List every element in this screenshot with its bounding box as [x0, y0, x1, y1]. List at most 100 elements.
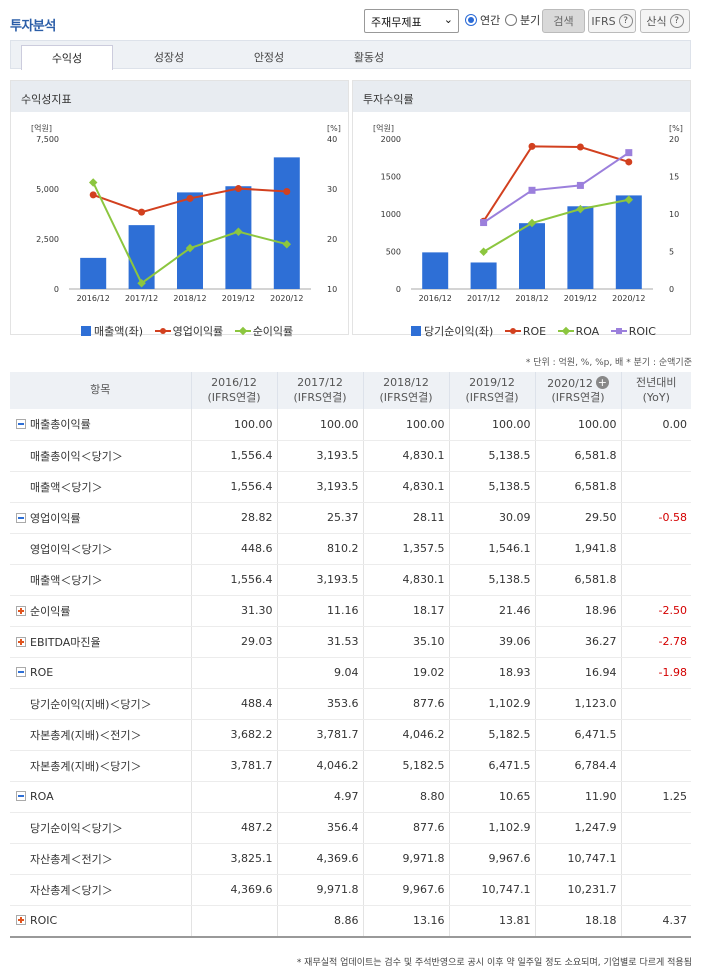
table-cell: 4.37	[620, 905, 691, 937]
question-icon: ?	[618, 14, 633, 28]
column-header: 2017/12 (IFRS연결)	[276, 372, 363, 409]
table-cell	[620, 471, 691, 503]
table-cell: 3,781.7	[276, 719, 363, 751]
table-cell: 1,102.9	[448, 688, 535, 720]
table-cell: 8.86	[276, 905, 363, 937]
search-button[interactable]: 검색	[542, 9, 585, 33]
expand-icon[interactable]	[16, 605, 26, 616]
table-cell: 16.94	[534, 657, 621, 689]
tab-growth[interactable]: 성장성	[153, 51, 185, 64]
table-cell: 5,138.5	[448, 440, 535, 472]
table-row: 당기순이익＜당기＞ 487.2 356.4 877.6 1,102.9 1,247.9	[10, 812, 691, 844]
row-label: 매출액＜당기＞	[10, 471, 191, 503]
table-cell: 5,138.5	[448, 471, 535, 503]
x-tick: 2020/12	[612, 294, 645, 303]
table-cell: -2.78	[620, 626, 691, 658]
table-cell: 28.82	[190, 502, 277, 534]
y-right-tick: 10	[669, 210, 679, 219]
table-cell: 28.11	[362, 502, 449, 534]
collapse-icon[interactable]	[16, 419, 26, 430]
table-cell: 877.6	[362, 688, 449, 720]
column-header: 항목	[10, 372, 191, 409]
legend-line-red-icon	[504, 328, 521, 334]
row-label: 매출총이익＜당기＞	[10, 440, 191, 472]
table-cell: 19.02	[362, 657, 449, 689]
tab-activity[interactable]: 활동성	[353, 51, 385, 64]
row-label[interactable]: 영업이익률	[10, 502, 191, 534]
table-cell: 488.4	[190, 688, 277, 720]
chart-title: 수익성지표	[11, 81, 348, 112]
column-header: 2018/12 (IFRS연결)	[362, 372, 449, 409]
table-cell: 3,781.7	[190, 750, 277, 782]
table-row: 영업이익＜당기＞ 448.6 810.2 1,357.5 1,546.1 1,941.8	[10, 533, 691, 565]
ifrs-help-button[interactable]: IFRS?	[588, 9, 636, 33]
table-cell: 4,369.6	[276, 843, 363, 875]
table-cell: 1,357.5	[362, 533, 449, 565]
line-point	[480, 219, 488, 227]
bar	[519, 223, 545, 289]
table-cell: 353.6	[276, 688, 363, 720]
y-left-tick: 0	[54, 285, 59, 294]
row-label[interactable]: ROIC	[10, 905, 191, 937]
line-point	[137, 278, 146, 288]
table-row: 매출총이익률 100.00 100.00 100.00 100.00 100.00 0.00	[10, 409, 691, 441]
row-label[interactable]: ROE	[10, 657, 191, 689]
line-point	[576, 143, 584, 151]
table-cell: 100.00	[276, 409, 363, 441]
tab-profitability[interactable]: 수익성	[21, 45, 113, 70]
bar	[422, 252, 449, 289]
x-tick: 2020/12	[270, 294, 303, 303]
column-header: 2019/12 (IFRS연결)	[448, 372, 535, 409]
table-row: 매출총이익＜당기＞ 1,556.4 3,193.5 4,830.1 5,138.5 6,5…	[10, 440, 691, 472]
footer-note: * 재무실적 업데이트는 검수 및 주석반영으로 공시 이후 약 일주일 정도 …	[296, 958, 692, 968]
table-cell: 1,556.4	[190, 471, 277, 503]
chart-legend: 당기순이익(좌) ROE ROA ROIC	[411, 323, 664, 339]
table-row: 자산총계＜전기＞ 3,825.1 4,369.6 9,971.8 9,967.6 10,7…	[10, 843, 691, 875]
legend-bar-icon	[81, 326, 91, 336]
table-row: 자본총계(지배)＜당기＞ 3,781.7 4,046.2 5,182.5 6,471.5…	[10, 750, 691, 782]
expand-icon[interactable]	[16, 915, 26, 925]
column-header: 2020/12 + (IFRS연결)	[534, 372, 621, 409]
collapse-icon[interactable]	[16, 667, 26, 677]
table-cell	[620, 812, 691, 844]
statement-select[interactable]: 주재무제표 ⌄	[364, 9, 459, 33]
tab-stability[interactable]: 안정성	[253, 51, 285, 64]
table-cell: 10,747.1	[448, 874, 535, 906]
line-point	[528, 142, 536, 150]
table-cell: 1,546.1	[448, 533, 535, 565]
bar	[470, 262, 497, 289]
table-cell: 36.27	[534, 626, 621, 658]
expand-icon[interactable]	[16, 636, 26, 647]
radio-quarter[interactable]: 분기	[505, 12, 540, 28]
radio-off-icon	[505, 14, 517, 26]
row-label[interactable]: EBITDA마진율	[10, 626, 191, 658]
row-label[interactable]: 순이익률	[10, 595, 191, 627]
table-cell	[620, 843, 691, 875]
chart-title: 투자수익률	[353, 81, 690, 112]
table-cell: 25.37	[276, 502, 363, 534]
x-tick: 2018/12	[515, 294, 548, 303]
table-cell: 3,193.5	[276, 440, 363, 472]
add-column-icon[interactable]: +	[595, 375, 609, 389]
collapse-icon[interactable]	[16, 512, 26, 523]
row-label[interactable]: 매출총이익률	[10, 409, 191, 441]
table-row: 자본총계(지배)＜전기＞ 3,682.2 3,781.7 4,046.2 5,182.5…	[10, 719, 691, 751]
formula-help-button[interactable]: 산식?	[640, 9, 690, 33]
table-row: 자산총계＜당기＞ 4,369.6 9,971.8 9,967.6 10,747.1 10,…	[10, 874, 691, 906]
line-point	[234, 185, 242, 193]
line-point	[479, 247, 488, 256]
table-row: 매출액＜당기＞ 1,556.4 3,193.5 4,830.1 5,138.5 6,581…	[10, 471, 691, 503]
table-header-row: 항목 2016/12 (IFRS연결) 2017/12 (IFRS연결) 2018/12(…	[10, 372, 691, 409]
line-point	[283, 188, 291, 195]
row-label: 자본총계(지배)＜전기＞	[10, 719, 191, 751]
legend-item: 순이익률	[234, 323, 293, 339]
collapse-icon[interactable]	[16, 791, 26, 801]
table-row: 영업이익률 28.82 25.37 28.11 30.09 29.50 -0.58	[10, 502, 691, 534]
x-tick: 2018/12	[173, 294, 206, 303]
profitability-chart: [억원] [%] 0 2,500 5,000 7,500 10 20 30 40 2016/12 20…	[31, 123, 341, 303]
table-cell: 356.4	[276, 812, 363, 844]
row-label[interactable]: ROA	[10, 781, 191, 813]
table-cell	[620, 688, 691, 720]
y-left-tick: 0	[396, 285, 401, 294]
radio-annual[interactable]: 연간	[465, 12, 500, 28]
